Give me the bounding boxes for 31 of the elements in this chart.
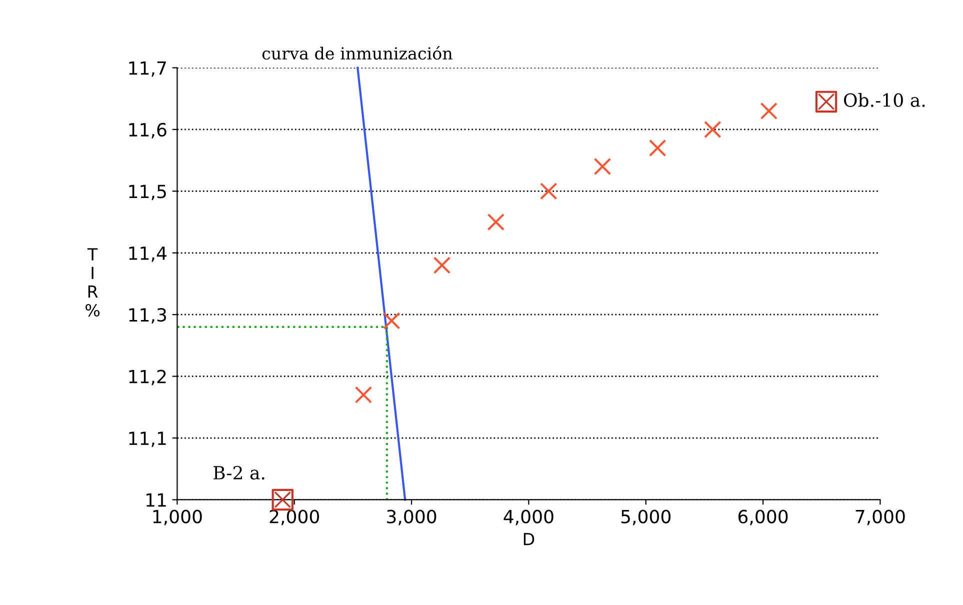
y-axis-title: T I R %: [86, 248, 100, 317]
y-tick-label: 11: [146, 493, 166, 507]
point: [648, 139, 666, 157]
point: [382, 312, 400, 330]
point: [433, 256, 451, 274]
point: [540, 182, 558, 200]
y-tick-label: 11,6: [129, 122, 166, 138]
point: [760, 102, 778, 120]
y-tick-label: 11,4: [129, 246, 166, 262]
x-tick-label: 7,000: [856, 510, 905, 526]
point: [354, 386, 372, 404]
annotation: Ob.-10 a.: [844, 92, 925, 107]
y-tick-label: 11,7: [129, 61, 166, 77]
annotation: B-2 a.: [214, 466, 264, 480]
x-tick-label: 2,000: [270, 510, 320, 526]
point: [487, 213, 505, 231]
point: [594, 158, 612, 176]
x-tick-label: 1,000: [153, 510, 202, 526]
y-tick-label: 11,5: [129, 184, 166, 200]
y-tick-label: 11,1: [129, 432, 166, 447]
y-tick-label: 11,2: [129, 370, 166, 386]
x-tick-label: 5,000: [621, 510, 670, 526]
x-tick-label: 4,000: [504, 510, 554, 526]
chart-title: curva de inmunización: [262, 46, 452, 60]
x-tick-label: 6,000: [738, 510, 788, 526]
x-tick-label: 3,000: [387, 510, 436, 526]
point: [272, 488, 294, 511]
y-tick-label: 11,3: [129, 308, 166, 324]
point: [815, 90, 838, 113]
point: [704, 120, 722, 138]
x-axis-title: D: [524, 532, 534, 546]
